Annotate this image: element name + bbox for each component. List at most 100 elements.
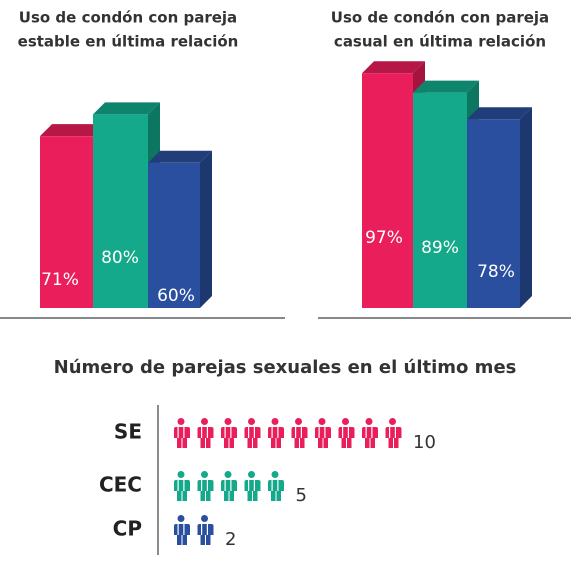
person-icon: [174, 418, 190, 448]
chart-title: Uso de condón con pareja: [19, 9, 237, 27]
bar-top: [467, 107, 532, 120]
value-label: 71%: [41, 270, 79, 290]
icon-head: [248, 418, 255, 425]
icon-gap: [177, 524, 179, 535]
icon-gap: [183, 427, 185, 438]
person-icon: [315, 418, 331, 448]
icon-body: [244, 480, 261, 501]
category-label: CEC: [99, 473, 142, 497]
bar: [467, 107, 532, 309]
icon-body: [174, 480, 190, 501]
icon-body: [221, 480, 237, 501]
icon-gap: [201, 480, 203, 491]
icon-head: [365, 418, 373, 425]
value-label: 97%: [365, 228, 403, 248]
icon-gap: [277, 427, 279, 438]
icon-head: [389, 418, 396, 425]
icon-body: [174, 427, 190, 448]
person-icon: [221, 418, 237, 448]
icon-gap: [394, 427, 396, 438]
icon-gap: [206, 480, 208, 491]
icon-head: [201, 418, 208, 425]
icon-head: [177, 515, 185, 522]
chart-title: casual en última relación: [334, 33, 546, 51]
bar: [413, 80, 479, 309]
icon-gap: [177, 427, 179, 438]
person-icon: [221, 471, 237, 501]
chart-title: estable en última relación: [18, 33, 239, 51]
value-label: 80%: [101, 248, 139, 268]
icon-head: [224, 471, 232, 478]
icon-gap: [342, 427, 344, 438]
icon-head: [177, 471, 185, 478]
bar-front: [467, 119, 520, 309]
icon-body: [197, 524, 214, 545]
icon-body: [221, 427, 237, 448]
value-label: 89%: [421, 238, 459, 258]
icon-body: [385, 427, 402, 448]
icon-head: [342, 418, 349, 425]
icon-gap: [253, 480, 255, 491]
icon-gap: [201, 524, 203, 535]
icon-gap: [224, 480, 226, 491]
bar-front: [93, 114, 148, 309]
bar-front: [413, 92, 467, 309]
icon-body: [174, 524, 190, 545]
person-icon: [385, 418, 402, 448]
icon-head: [318, 418, 326, 425]
icon-gap: [271, 427, 273, 438]
icon-gap: [295, 427, 297, 438]
person-icon: [244, 418, 261, 448]
icon-body: [197, 480, 214, 501]
icon-body: [197, 427, 214, 448]
bar-top: [413, 80, 479, 93]
icon-gap: [206, 524, 208, 535]
person-icon: [174, 515, 190, 545]
person-icon: [197, 515, 214, 545]
value-label: 2: [225, 529, 236, 550]
icon-body: [338, 427, 355, 448]
icon-gap: [277, 480, 279, 491]
icon-gap: [318, 427, 320, 438]
bar-side: [520, 107, 532, 309]
bar: [148, 150, 212, 308]
icon-body: [291, 427, 308, 448]
category-label: CP: [113, 517, 142, 541]
person-icon: [197, 471, 214, 501]
icon-gap: [347, 427, 349, 438]
icon-body: [268, 480, 284, 501]
person-icon: [197, 418, 214, 448]
icon-gap: [183, 524, 185, 535]
person-icon: [174, 471, 190, 501]
bar-top: [362, 61, 425, 74]
icon-gap: [371, 427, 373, 438]
icon-head: [177, 418, 185, 425]
value-label: 60%: [157, 286, 195, 306]
person-icon: [338, 418, 355, 448]
icon-gap: [177, 480, 179, 491]
icon-head: [201, 471, 208, 478]
icon-gap: [230, 480, 232, 491]
icon-head: [271, 418, 279, 425]
icon-head: [224, 418, 232, 425]
chart-title: Uso de condón con pareja: [331, 9, 549, 27]
icon-gap: [324, 427, 326, 438]
value-label: 5: [296, 485, 307, 506]
bar-top: [93, 102, 160, 115]
value-label: 10: [413, 432, 436, 453]
bar-top: [40, 124, 105, 137]
category-label: SE: [114, 420, 142, 444]
person-icon: [244, 471, 261, 501]
icon-body: [268, 427, 284, 448]
person-icon: [268, 471, 284, 501]
icon-body: [244, 427, 261, 448]
value-label: 78%: [477, 262, 515, 282]
bar-side: [200, 150, 212, 308]
icon-gap: [253, 427, 255, 438]
bar-front: [40, 136, 93, 308]
icon-head: [295, 418, 302, 425]
person-icon: [362, 418, 378, 448]
icon-gap: [230, 427, 232, 438]
icon-gap: [206, 427, 208, 438]
icon-body: [315, 427, 331, 448]
